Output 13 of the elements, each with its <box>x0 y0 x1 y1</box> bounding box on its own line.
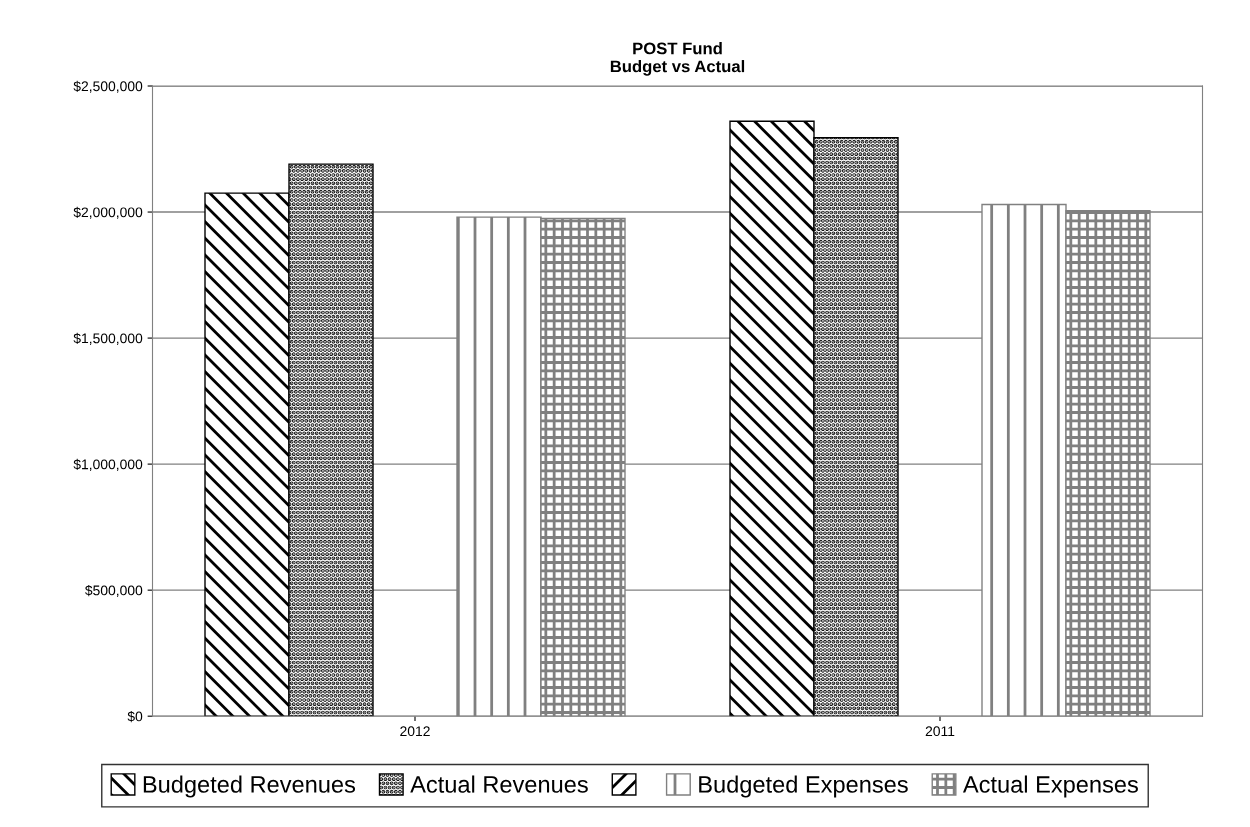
y-tick-label: $2,000,000 <box>73 206 143 219</box>
chart-title: POST Fund Budget vs Actual <box>610 42 745 76</box>
legend-label: Actual Expenses <box>962 775 1138 798</box>
y-tick-label: $1,500,000 <box>73 332 143 345</box>
y-tick-label: $500,000 <box>85 584 143 597</box>
legend-label: Actual Revenues <box>410 775 588 793</box>
x-tick-label: 2011 <box>925 726 955 737</box>
y-tick-label: $1,000,000 <box>73 458 143 471</box>
x-tick-label: 2012 <box>400 726 430 737</box>
y-tick-label: $2,500,000 <box>73 80 143 93</box>
legend-label: Budgeted Revenues <box>143 775 356 798</box>
y-tick-label: $0 <box>127 710 143 723</box>
legend-label: Budgeted Expenses <box>699 775 908 798</box>
